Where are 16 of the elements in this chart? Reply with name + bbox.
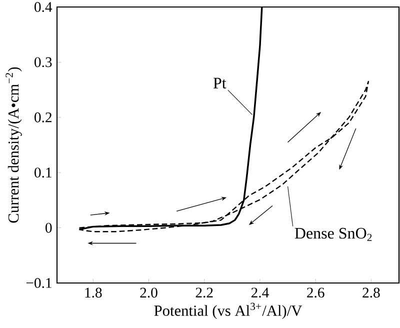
- x-tick-label: 2.8: [362, 288, 380, 298]
- y-tick-label: −0.1: [26, 278, 52, 288]
- y-axis-title: Current density/(A•cm$^{−2}$): [6, 67, 22, 223]
- y-tick-label: 0.3: [34, 57, 52, 68]
- series-label: Pt: [213, 78, 226, 88]
- x-tick-label: 2.6: [307, 288, 324, 298]
- x-tick-label: 1.8: [85, 288, 102, 298]
- y-tick-label: 0.2: [34, 112, 52, 122]
- y-tick-label: 0: [46, 222, 52, 233]
- text: Dense SnO$_{2}$: [294, 228, 372, 241]
- y-tick-label: 0.4: [34, 2, 52, 12]
- x-axis-title: Potential (vs Al$^{3+}$/Al)/V: [154, 302, 302, 319]
- x-tick-label: 2.2: [196, 288, 213, 298]
- x-tick-label: 2.0: [140, 288, 158, 298]
- x-tick-label: 2.4: [251, 288, 269, 298]
- y-tick-label: 0.1: [34, 168, 52, 178]
